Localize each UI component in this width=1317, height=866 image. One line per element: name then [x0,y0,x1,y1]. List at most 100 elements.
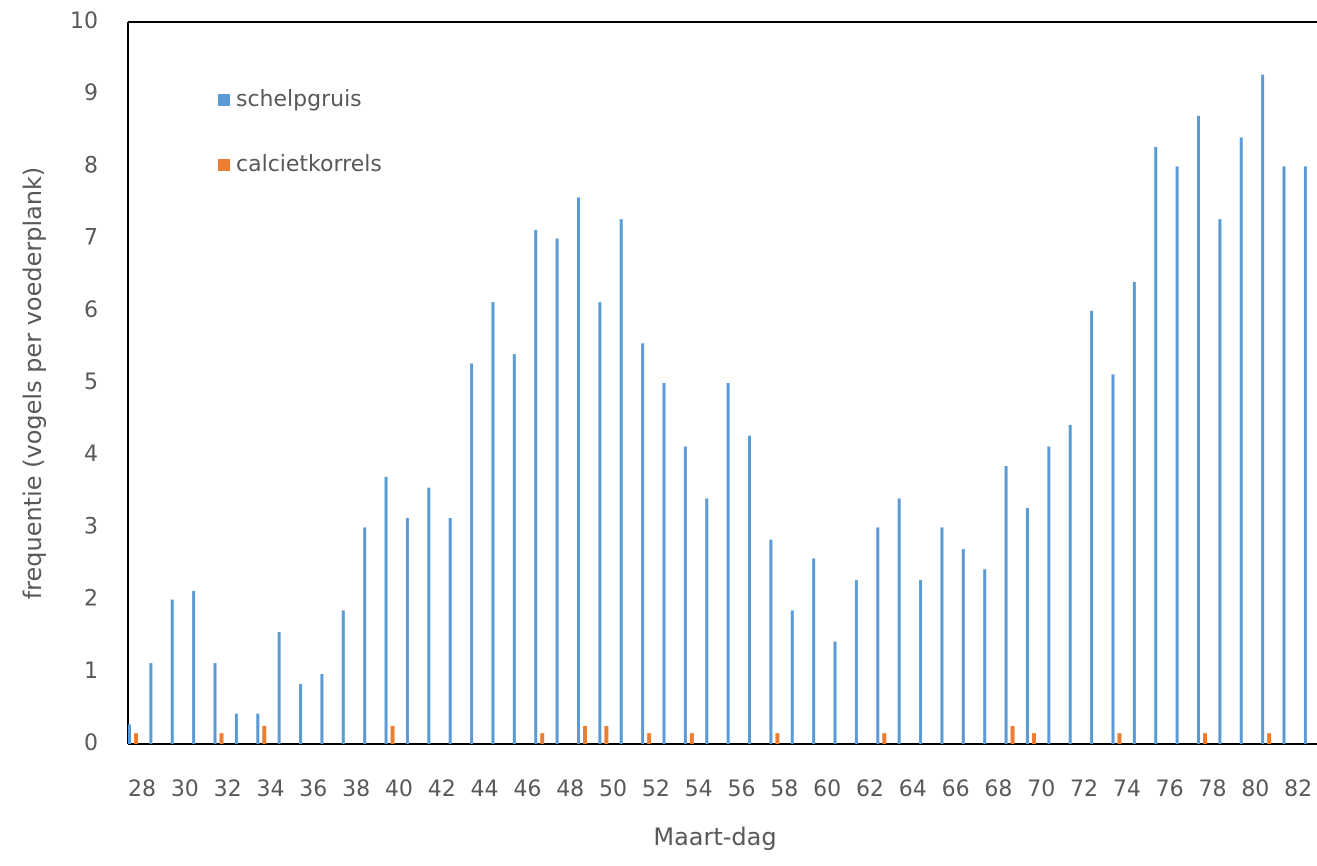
bar [234,713,238,744]
bar [1047,446,1051,744]
bar [1197,115,1200,745]
x-tick-label: 82 [1284,777,1312,802]
bar [384,476,388,744]
legend-label: schelpgruis [236,87,362,112]
bar [149,663,153,744]
y-tick-label: 8 [84,153,98,178]
x-tick-label: 70 [1027,777,1055,802]
bar [448,518,452,744]
bar [1031,733,1036,744]
y-tick-label: 3 [84,514,98,539]
bar [1090,310,1094,744]
bar [299,684,303,744]
bar [555,238,559,744]
y-axis-label: frequentie (vogels per voederplank) [19,167,47,600]
bar [683,446,687,744]
legend-swatch [218,159,230,171]
bar [689,733,694,744]
x-tick-label: 48 [556,777,584,802]
bar [1175,166,1179,744]
bar [491,302,495,744]
y-tick-label: 4 [84,442,98,467]
bar [604,725,609,744]
bar [576,197,580,745]
bar [748,435,752,744]
x-tick-label: 72 [1070,777,1098,802]
bar [363,527,367,744]
bar [940,527,944,744]
bar [812,558,816,744]
legend-swatch [218,94,230,106]
bar [192,590,196,744]
x-tick-label: 58 [770,777,798,802]
y-tick-label: 1 [84,659,98,684]
y-tick-label: 6 [84,298,98,323]
bar [1261,74,1265,745]
bar [540,733,545,744]
legend-label: calcietkorrels [236,152,382,177]
x-tick-label: 46 [513,777,541,802]
bar [662,383,666,744]
bar [598,302,602,744]
y-tick-label: 9 [84,81,98,106]
bar [1154,146,1158,744]
bar [1239,137,1243,744]
x-tick-label: 28 [128,777,156,802]
x-tick-label: 56 [727,777,755,802]
bar [1303,166,1307,744]
x-tick-label: 34 [256,777,284,802]
x-tick-label: 36 [299,777,327,802]
bar [775,733,780,744]
x-tick-label: 64 [899,777,927,802]
bar [1218,219,1222,744]
x-tick-label: 40 [385,777,413,802]
x-tick-label: 44 [471,777,499,802]
bar [170,599,174,744]
bar [256,713,260,744]
x-tick-label: 62 [856,777,884,802]
x-tick-label: 30 [171,777,199,802]
bar [619,219,623,744]
x-tick-label: 54 [685,777,713,802]
bar [1132,281,1136,744]
bar [705,498,709,744]
bar [647,733,652,744]
bar [512,354,516,744]
bar [1068,424,1072,744]
x-axis-label: Maart-dag [653,823,776,851]
x-tick-label: 52 [642,777,670,802]
y-tick-label: 5 [84,370,98,395]
x-tick-label: 66 [942,777,970,802]
bar [213,663,217,744]
x-tick-label: 50 [599,777,627,802]
bar [1203,733,1207,744]
bar [219,733,224,744]
bar [1117,733,1122,744]
bar [1025,507,1029,744]
bar [876,527,880,744]
y-tick-label: 2 [84,587,98,612]
bar [919,580,923,744]
bar [277,632,281,744]
x-tick-label: 76 [1156,777,1184,802]
y-tick-label: 0 [84,731,98,756]
bar [726,383,730,744]
x-tick-label: 42 [428,777,456,802]
bar [534,229,538,744]
y-tick-label: 7 [84,226,98,251]
bar [1282,166,1286,744]
bar [983,569,987,744]
bar [641,343,645,744]
bar [405,518,409,744]
bar [128,724,131,744]
bar [854,580,858,744]
bar [341,610,345,744]
y-tick-label: 10 [70,9,98,34]
bar [582,725,587,744]
bar [134,733,138,744]
x-tick-label: 74 [1113,777,1141,802]
bar [769,539,773,744]
x-tick-label: 32 [214,777,242,802]
bar [262,725,267,744]
